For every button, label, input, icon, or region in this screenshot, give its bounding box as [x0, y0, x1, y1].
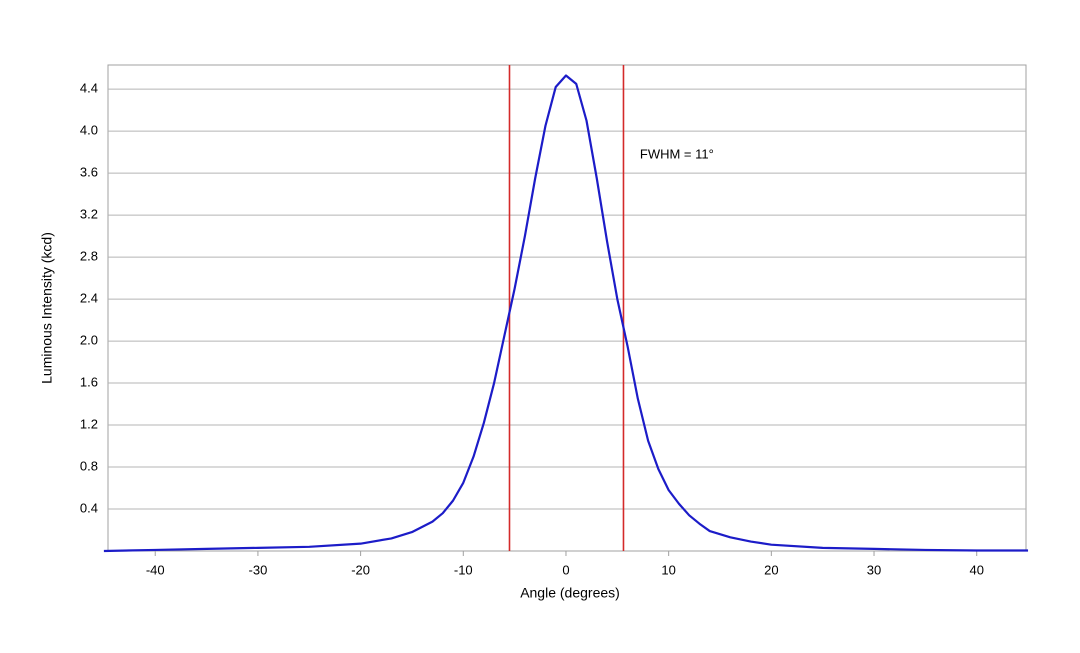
data-line [103, 74, 1029, 553]
y-tick-label: 4.4 [80, 81, 98, 96]
y-tick-label: 4.0 [80, 123, 98, 138]
x-tick-label: -10 [454, 562, 473, 577]
y-tick-label: 3.2 [80, 207, 98, 222]
x-tick-label: 40 [969, 562, 983, 577]
y-tick-label: 2.4 [80, 291, 98, 306]
y-tick-label: 0.8 [80, 458, 98, 473]
plot-area [107, 64, 1027, 552]
x-tick-label: -40 [146, 562, 165, 577]
y-tick-label: 1.2 [80, 416, 98, 431]
y-tick-label: 1.6 [80, 374, 98, 389]
y-axis-label: Luminous Intensity (kcd) [39, 232, 55, 384]
x-axis-label: Angle (degrees) [520, 585, 620, 601]
x-tick-label: 0 [562, 562, 569, 577]
y-tick-label: 3.6 [80, 165, 98, 180]
x-tick-label: 20 [764, 562, 778, 577]
x-tick-label: 10 [661, 562, 675, 577]
y-tick-label: 2.8 [80, 249, 98, 264]
annotation: FWHM = 11° [640, 147, 714, 162]
x-tick-label: 30 [867, 562, 881, 577]
y-tick-label: 2.0 [80, 333, 98, 348]
x-tick-label: -30 [249, 562, 268, 577]
y-tick-label: 0.4 [80, 500, 98, 515]
x-tick-label: -20 [351, 562, 370, 577]
